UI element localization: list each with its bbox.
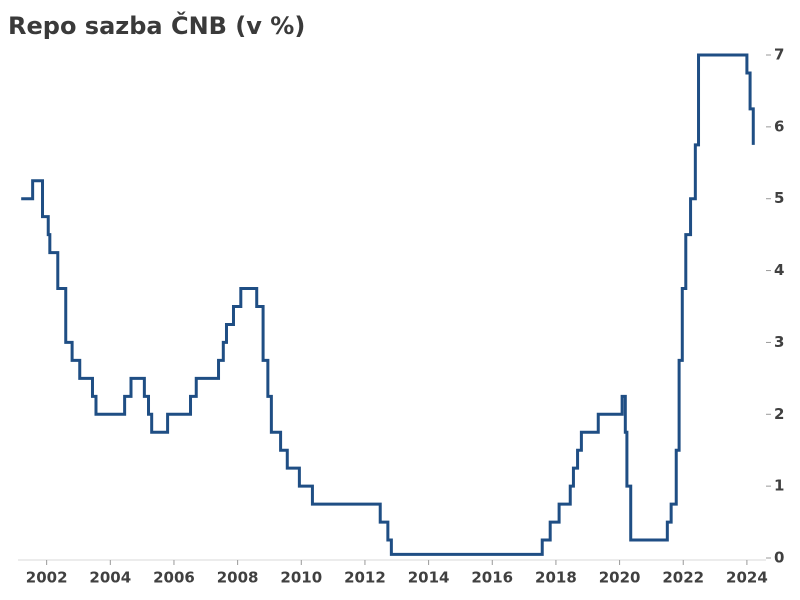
x-tick-label: 2004	[89, 569, 131, 587]
x-tick-label: 2020	[599, 569, 641, 587]
x-tick-label: 2016	[471, 569, 513, 587]
data-line	[21, 53, 755, 556]
y-tick-label: 5	[774, 189, 784, 207]
y-tick-label: 1	[774, 477, 784, 495]
x-tick-label: 2022	[662, 569, 704, 587]
x-tick-label: 2006	[153, 569, 195, 587]
chart-title: Repo sazba ČNB (v %)	[8, 10, 305, 40]
x-tick-label: 2014	[408, 569, 450, 587]
x-tick-label: 2008	[217, 569, 259, 587]
x-tick-label: 2018	[535, 569, 577, 587]
y-tick-label: 0	[774, 549, 784, 567]
y-tick-label: 7	[774, 46, 784, 64]
y-tick-label: 3	[774, 333, 784, 351]
x-tick-label: 2002	[26, 569, 68, 587]
y-tick-label: 2	[774, 405, 784, 423]
x-tick-label: 2012	[344, 569, 386, 587]
x-tick-label: 2010	[280, 569, 322, 587]
x-tick-label: 2024	[726, 569, 768, 587]
y-tick-label: 4	[774, 261, 784, 279]
y-tick-label: 6	[774, 117, 784, 135]
